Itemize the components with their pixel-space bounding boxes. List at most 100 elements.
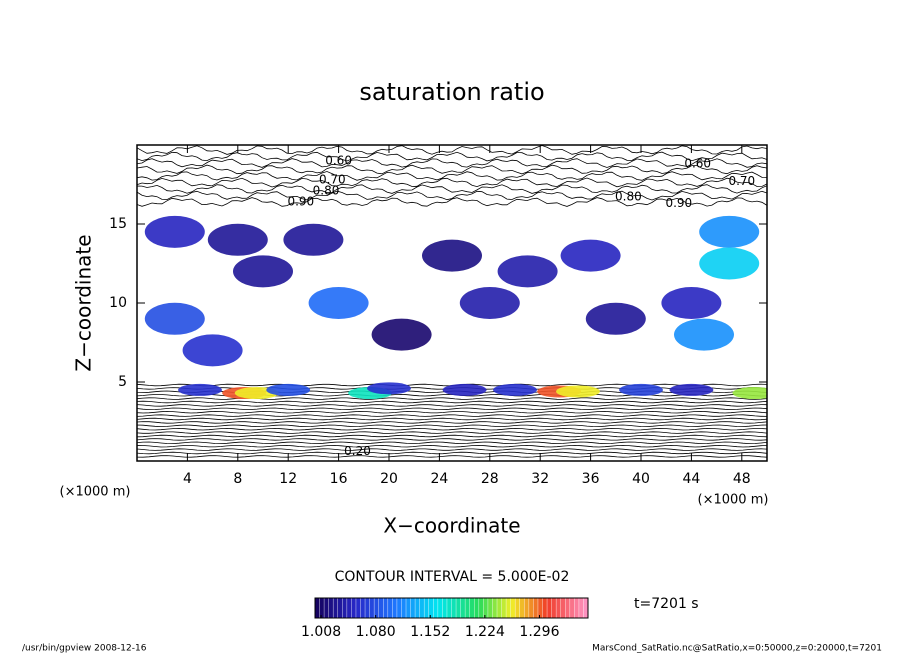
contour-label: 0.70: [319, 172, 346, 186]
shaded-region: [233, 255, 293, 288]
shaded-region: [144, 302, 205, 335]
shaded-region: [493, 383, 537, 396]
colorbar-cell: [410, 598, 416, 618]
colorbar-cell: [383, 598, 389, 618]
y-tick-label: 15: [109, 216, 127, 232]
colorbar-cell: [501, 598, 507, 618]
colorbar-cell: [537, 598, 543, 618]
x-tick-label: 4: [183, 471, 192, 487]
x-axis-label: X−coordinate: [383, 514, 520, 538]
contour-label: 0.60: [325, 153, 352, 167]
shaded-region: [560, 239, 621, 272]
colorbar-tick-label: 1.080: [356, 624, 396, 640]
y-axis-label: Z−coordinate: [72, 234, 96, 371]
shaded-region: [732, 387, 767, 400]
colorbar-cell: [374, 598, 380, 618]
x-tick-label: 48: [733, 471, 751, 487]
colorbar-cell: [392, 598, 398, 618]
x-tick-label: 28: [481, 471, 499, 487]
shaded-region: [266, 383, 311, 396]
colorbar-cell: [451, 598, 457, 618]
colorbar-cell: [469, 598, 475, 618]
contour-label: 0.90: [287, 194, 314, 208]
shaded-region: [442, 383, 487, 396]
colorbar-tick-label: 1.224: [465, 624, 505, 640]
footer: /usr/bin/gpview 2008-12-16: [22, 644, 147, 654]
x-tick-label: 24: [430, 471, 448, 487]
x-tick-label: 40: [632, 471, 650, 487]
colorbar-cell: [474, 598, 480, 618]
shaded-region: [367, 382, 411, 395]
colorbar-cell: [547, 598, 553, 618]
colorbar-cell: [542, 598, 548, 618]
shaded-region: [422, 239, 482, 272]
colorbar-cell: [556, 598, 562, 618]
y-tick-label: 10: [109, 295, 127, 311]
shaded-region: [144, 215, 205, 248]
colorbar-cell: [424, 598, 430, 618]
x-tick-label: 16: [330, 471, 348, 487]
contour-interval: CONTOUR INTERVAL = 5.000E-02: [335, 569, 570, 585]
shaded-region: [556, 385, 600, 398]
colorbar-cell: [319, 598, 325, 618]
shaded-region: [661, 287, 722, 319]
x-tick-label: 12: [279, 471, 297, 487]
shaded-region: [207, 223, 268, 256]
colorbar-cell: [387, 598, 393, 618]
colorbar-cell: [478, 598, 484, 618]
colorbar-cell: [528, 598, 534, 618]
x-tick-label: 8: [233, 471, 242, 487]
colorbar-cell: [378, 598, 384, 618]
x-tick-label: 36: [582, 471, 600, 487]
colorbar-cell: [369, 598, 375, 618]
x-tick-label: 44: [682, 471, 700, 487]
x-unit: (×1000 m): [698, 493, 769, 508]
colorbar-cell: [560, 598, 566, 618]
colorbar-cell: [492, 598, 498, 618]
colorbar-cell: [315, 598, 321, 618]
colorbar-cell: [506, 598, 512, 618]
colorbar-cell: [487, 598, 493, 618]
x-tick-label: 20: [380, 471, 398, 487]
colorbar-cell: [419, 598, 425, 618]
colorbar-cell: [565, 598, 571, 618]
colorbar-cell: [456, 598, 462, 618]
colorbar-cell: [433, 598, 439, 618]
shaded-region: [371, 318, 432, 351]
colorbar-cell: [533, 598, 539, 618]
shaded-region: [699, 215, 760, 248]
colorbar-cell: [574, 598, 580, 618]
colorbar-cell: [578, 598, 584, 618]
colorbar-cell: [510, 598, 516, 618]
shaded-region: [699, 247, 760, 280]
colorbar-cell: [583, 598, 589, 618]
shaded-region: [619, 383, 663, 396]
shaded-region: [497, 255, 558, 288]
colorbar-cell: [465, 598, 471, 618]
time-label: t=7201 s: [634, 596, 699, 612]
shaded-region: [674, 318, 734, 351]
shaded-region: [459, 287, 520, 319]
shaded-region: [308, 287, 369, 319]
colorbar-cell: [396, 598, 402, 618]
colorbar-cell: [446, 598, 452, 618]
colorbar-cell: [437, 598, 443, 618]
contour-label: 0.60: [684, 156, 711, 170]
footer: MarsCond_SatRatio.nc@SatRatio,x=0:50000,…: [592, 644, 882, 654]
colorbar-cell: [401, 598, 407, 618]
colorbar-cell: [415, 598, 421, 618]
colorbar-cell: [483, 598, 489, 618]
colorbar-cell: [519, 598, 525, 618]
colorbar-cell: [406, 598, 412, 618]
contour-label: 0.80: [615, 190, 642, 204]
colorbar-cell: [337, 598, 343, 618]
shaded-region: [585, 302, 646, 335]
colorbar-frame: [314, 597, 589, 619]
contour-label: 0.80: [313, 183, 340, 197]
shaded-region: [669, 383, 714, 396]
colorbar-cell: [328, 598, 334, 618]
colorbar-cell: [569, 598, 575, 618]
shaded-region: [182, 334, 243, 367]
colorbar-cell: [324, 598, 330, 618]
